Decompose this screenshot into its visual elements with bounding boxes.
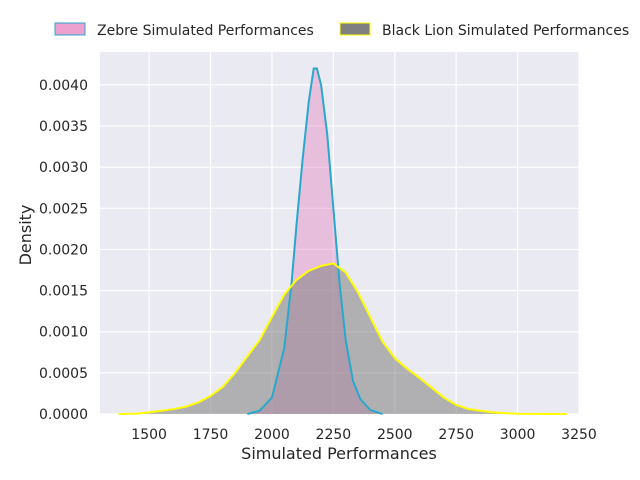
x-tick-label: 2500 xyxy=(377,427,413,443)
y-tick-label: 0.0010 xyxy=(39,325,88,341)
legend: Zebre Simulated Performances Black Lion S… xyxy=(54,22,629,39)
x-tick-label: 3000 xyxy=(500,427,536,443)
axis-ticks: 1500 1750 2000 2250 2500 2750 3000 3250 0.0000 0.… xyxy=(39,78,597,443)
legend-label-1: Black Lion Simulated Performances xyxy=(382,23,629,39)
legend-swatch-1 xyxy=(339,22,371,36)
x-tick-label: 2250 xyxy=(316,427,352,443)
x-axis-title: Simulated Performances xyxy=(241,444,437,463)
y-tick-label: 0.0000 xyxy=(39,407,88,423)
series-area-0 xyxy=(247,68,383,414)
y-tick-label: 0.0040 xyxy=(39,78,88,94)
series-area-1 xyxy=(118,263,567,414)
y-tick-label: 0.0035 xyxy=(39,119,88,135)
series-layer xyxy=(118,67,567,415)
y-tick-label: 0.0025 xyxy=(39,201,88,217)
legend-swatch-0 xyxy=(54,22,86,36)
series-line-1 xyxy=(118,262,567,415)
y-axis-title: Density xyxy=(16,205,35,266)
legend-label-0: Zebre Simulated Performances xyxy=(97,23,314,39)
x-tick-label: 1750 xyxy=(193,427,229,443)
y-tick-label: 0.0015 xyxy=(39,284,88,300)
y-tick-label: 0.0030 xyxy=(39,160,88,176)
x-tick-label: 3250 xyxy=(561,427,597,443)
y-tick-label: 0.0005 xyxy=(39,366,88,382)
x-tick-label: 1500 xyxy=(131,427,167,443)
x-tick-label: 2000 xyxy=(254,427,290,443)
series-line-0 xyxy=(247,67,383,415)
x-tick-label: 2750 xyxy=(438,427,474,443)
y-tick-label: 0.0020 xyxy=(39,242,88,258)
